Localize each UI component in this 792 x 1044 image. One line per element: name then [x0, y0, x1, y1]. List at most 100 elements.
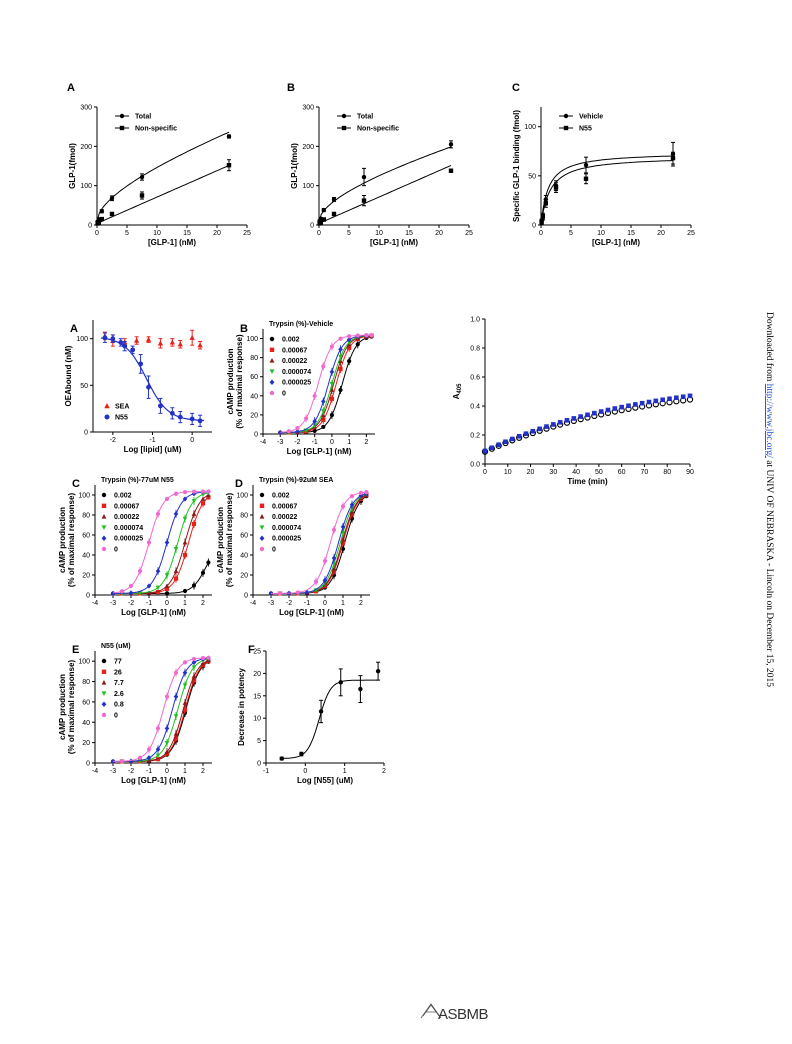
x-tick-label: -3 — [110, 600, 116, 607]
y-tick-label: 15 — [253, 693, 261, 700]
data-point — [137, 591, 143, 596]
x-axis-label: Log [GLP-1] (nM) — [121, 776, 186, 785]
x-tick-label: 20 — [435, 230, 443, 237]
data-point — [605, 407, 611, 413]
data-point — [551, 422, 556, 427]
panel-title: N55 (uM) — [101, 643, 131, 650]
legend-marker — [101, 679, 107, 685]
data-point — [304, 589, 310, 595]
data-point — [346, 337, 352, 343]
data-point — [564, 418, 570, 423]
x-tick-label: -3 — [268, 600, 274, 607]
data-point — [313, 579, 319, 584]
data-point — [303, 416, 309, 421]
data-point — [99, 209, 105, 214]
x-tick-label: 0 — [303, 768, 307, 775]
data-point — [182, 700, 188, 705]
data-point — [110, 590, 116, 597]
watermark-prefix: Downloaded from — [764, 312, 775, 384]
data-point — [139, 193, 145, 198]
x-tick-label: 5 — [125, 230, 129, 237]
data-point — [583, 176, 589, 181]
legend-marker — [101, 535, 107, 541]
legend-label: 0.00067 — [282, 347, 307, 354]
x-tick-label: -1 — [146, 600, 152, 607]
chart-mid_right: 0 10 20 30 40 50 60 70 80 90 0.0 0.2 0.4 0.6 0.8 1.0 Tim… — [452, 317, 694, 487]
data-point — [164, 591, 170, 596]
legend-marker — [259, 525, 265, 531]
data-point — [206, 655, 211, 660]
legend-label: 77 — [114, 659, 122, 666]
data-point — [191, 511, 197, 516]
data-point — [349, 502, 355, 508]
legend-marker — [563, 125, 569, 131]
panel-label: B — [287, 82, 295, 94]
data-point — [639, 400, 645, 406]
y-tick-label: 0 — [86, 593, 90, 600]
panel-label: A — [67, 82, 75, 94]
y-tick-label: 0.8 — [470, 346, 480, 353]
x-tick-label: 10 — [375, 230, 383, 237]
y-tick-label: 0.0 — [470, 462, 480, 469]
data-point — [138, 361, 144, 367]
legend-label: Vehicle — [579, 114, 603, 121]
data-point — [347, 334, 352, 339]
legend-label: 0.000025 — [114, 536, 143, 543]
data-point — [164, 496, 170, 502]
data-point — [169, 410, 175, 416]
data-point — [364, 490, 369, 495]
x-tick-label: -2 — [128, 768, 134, 775]
y-tick-label: 300 — [80, 105, 92, 112]
data-point — [338, 366, 343, 372]
data-point — [496, 442, 501, 447]
data-point — [182, 683, 188, 688]
y-axis-label: cAMP production — [216, 507, 225, 573]
data-point — [329, 396, 335, 401]
panel-label: F — [248, 644, 255, 656]
data-point — [164, 539, 170, 546]
legend-marker — [269, 357, 275, 363]
x-tick-label: 2 — [201, 600, 205, 607]
y-tick-label: 40 — [82, 553, 90, 560]
data-point — [667, 396, 672, 402]
data-point — [173, 491, 179, 496]
data-point — [182, 707, 188, 712]
x-tick-label: -1 — [312, 439, 318, 446]
data-point — [331, 555, 337, 561]
x-tick-label: 5 — [569, 230, 573, 237]
data-point — [200, 661, 206, 666]
data-point — [206, 560, 211, 565]
y-axis-label: cAMP production — [58, 507, 67, 573]
legend-marker — [259, 492, 265, 498]
x-tick-label: 0 — [95, 230, 99, 237]
data-point — [109, 211, 115, 217]
data-point — [340, 504, 346, 509]
data-point — [191, 659, 197, 665]
chart-mid_A: -2 -1 0 0 50 100 Log [lipid] (uM) OEAbound (nM)… — [64, 320, 212, 454]
legend-label: 0.000074 — [114, 525, 143, 532]
panel-label: C — [72, 478, 80, 490]
x-tick-label: 2 — [201, 768, 205, 775]
y-tick-label: 100 — [524, 124, 536, 131]
data-point — [137, 755, 143, 760]
watermark-link[interactable]: http://www.jbc.org/ — [764, 384, 774, 459]
data-point — [158, 403, 163, 409]
data-point — [191, 499, 197, 504]
y-tick-label: 0 — [257, 761, 261, 768]
fit-curve — [100, 337, 205, 421]
data-point — [329, 344, 335, 349]
legend-marker — [269, 390, 275, 396]
x-tick-label: 10 — [504, 469, 512, 476]
x-tick-label: 25 — [243, 230, 251, 237]
legend-label: 0.002 — [272, 493, 290, 500]
y-tick-label: 100 — [246, 336, 258, 343]
legend-label: 7.7 — [114, 680, 124, 687]
data-point — [598, 409, 604, 414]
data-point — [182, 539, 188, 545]
y-tick-label: 20 — [82, 573, 90, 580]
data-point — [139, 174, 145, 180]
legend-label: 0 — [114, 713, 118, 720]
data-point — [583, 162, 589, 168]
